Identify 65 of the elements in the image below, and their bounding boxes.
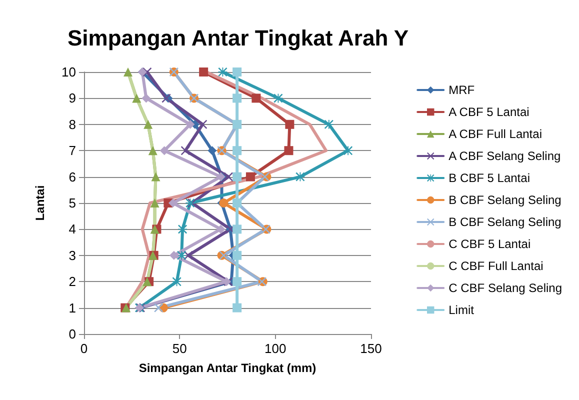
point (169, 250, 178, 260)
point (142, 94, 151, 103)
legend-label: A CBF Selang Seling (448, 149, 561, 163)
legend-label: C CBF Full Lantai (448, 259, 544, 273)
point (180, 146, 190, 156)
point (151, 172, 160, 182)
y-tick-label: 10 (62, 64, 76, 80)
point (232, 250, 242, 260)
point (232, 224, 242, 234)
point (172, 277, 182, 286)
point (284, 146, 294, 156)
y-tick-label: 8 (68, 116, 76, 132)
legend-label: A CBF Full Lantai (448, 127, 542, 141)
x-tick-label: 100 (264, 341, 286, 356)
point (344, 146, 353, 156)
y-tick-label: 7 (68, 143, 76, 158)
point (154, 303, 164, 312)
y-tick-label: 4 (68, 222, 76, 237)
point (246, 172, 255, 182)
x-tick-label: 50 (172, 341, 187, 356)
y-axis-title: Lantai (33, 185, 47, 221)
point (232, 94, 242, 103)
legend-label: Limit (448, 303, 475, 317)
legend-label: B CBF 5 Lantai (448, 171, 530, 185)
legend-label: MRF (448, 83, 475, 97)
point (224, 172, 233, 182)
point (232, 146, 242, 156)
point (232, 172, 242, 182)
point (216, 224, 226, 234)
point (160, 146, 169, 156)
point (208, 146, 217, 156)
point (198, 120, 208, 129)
point (232, 277, 242, 286)
x-tick-label: 150 (360, 341, 382, 356)
legend-label: B CBF Selang Seling (448, 193, 562, 207)
legend-label: A CBF 5 Lantai (448, 105, 530, 119)
point (252, 94, 261, 103)
legend-label: B CBF Selang Seling (448, 215, 562, 229)
y-tick-label: 5 (68, 196, 76, 210)
y-tick-label: 6 (68, 169, 76, 184)
point (177, 250, 186, 260)
y-tick-label: 3 (68, 248, 76, 263)
chart-title: Simpangan Antar Tingkat Arah Y (67, 26, 409, 50)
legend-label: C CBF 5 Lantai (448, 237, 531, 251)
y-tick-label: 1 (68, 300, 76, 316)
y-tick-label: 9 (68, 90, 76, 106)
point (186, 120, 195, 129)
x-axis-title: Simpangan Antar Tingkat (mm) (138, 361, 316, 375)
point (150, 198, 160, 208)
point (199, 68, 208, 76)
point (232, 303, 242, 312)
point (285, 120, 294, 129)
legend-label: C CBF Selang Seling (448, 281, 562, 295)
y-tick-label: 0 (68, 326, 76, 342)
point (178, 224, 188, 234)
point (168, 198, 178, 208)
point (324, 120, 334, 129)
point (232, 68, 242, 76)
point (218, 68, 228, 76)
y-tick-label: 2 (68, 274, 76, 290)
x-tick-label: 0 (80, 341, 88, 356)
point (132, 94, 142, 103)
point (124, 68, 133, 76)
point (144, 120, 153, 129)
point (148, 146, 158, 156)
